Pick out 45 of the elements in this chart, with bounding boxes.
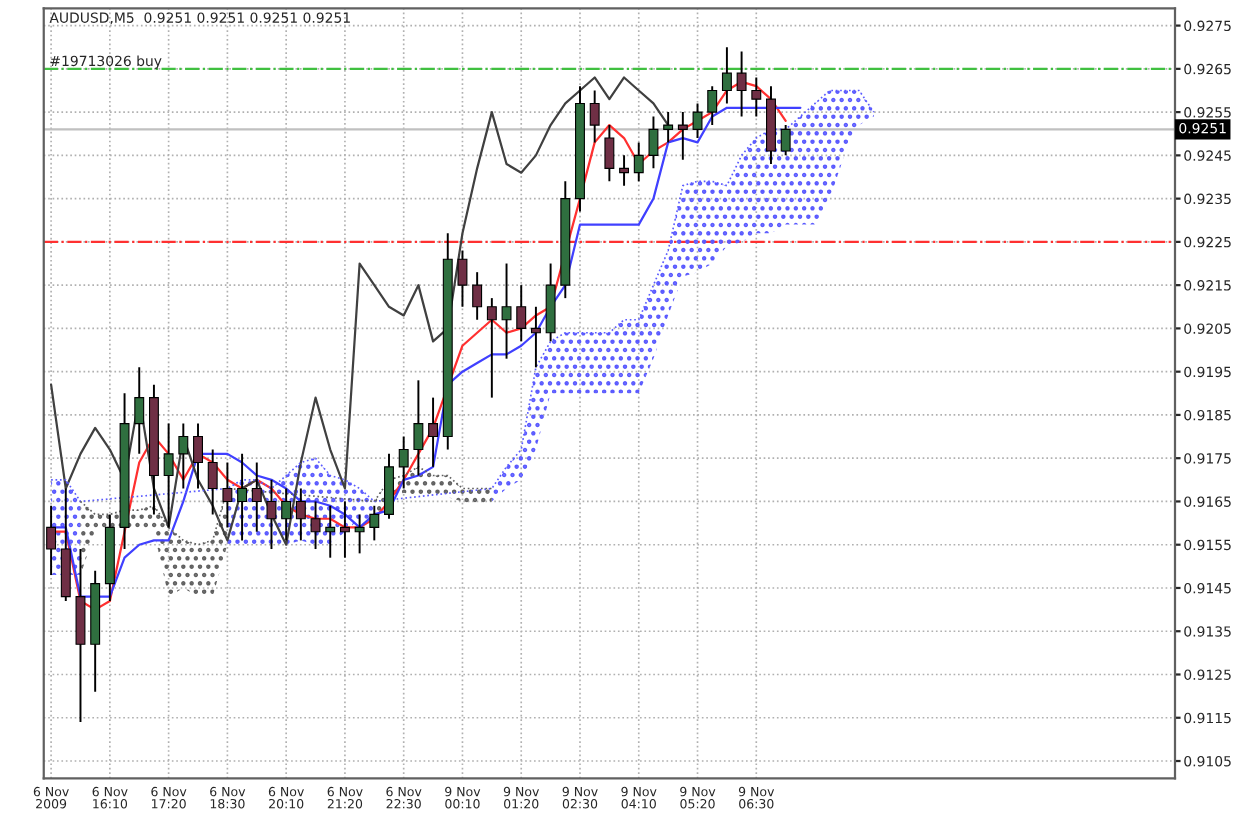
candlestick [648, 115, 659, 170]
candlestick [369, 504, 380, 542]
candlestick [310, 500, 321, 551]
candlestick [428, 396, 439, 468]
candlestick [75, 548, 86, 724]
line-series [79, 466, 493, 546]
candlestick [751, 76, 762, 118]
candlestick [633, 141, 644, 183]
candlestick [207, 448, 218, 516]
candlestick [516, 284, 527, 343]
candlestick [692, 102, 703, 140]
candlestick [398, 435, 409, 490]
candlestick [501, 262, 512, 360]
candlestick [663, 111, 674, 144]
candlestick [780, 124, 791, 157]
candlestick [266, 478, 277, 551]
candlestick [281, 487, 292, 542]
candlestick [530, 305, 541, 369]
candlestick [295, 487, 306, 542]
candlestick [134, 366, 145, 455]
candlestick [589, 89, 600, 144]
candlestick [457, 249, 468, 308]
candlestick [325, 504, 336, 559]
candlestick [163, 422, 174, 529]
candlestick [193, 422, 203, 490]
candlestick [545, 262, 556, 343]
candlestick [721, 46, 732, 105]
candlestick [237, 452, 248, 542]
candlestick [677, 111, 688, 161]
candlestick [178, 422, 189, 490]
candlestick [222, 461, 233, 529]
candlestick [604, 124, 615, 183]
candlestick [619, 154, 630, 187]
candlestick [707, 85, 718, 127]
candlestick [384, 452, 394, 520]
line-series [50, 89, 875, 503]
candlestick [251, 461, 262, 533]
candlestick [486, 297, 497, 399]
candlestick [472, 271, 483, 321]
candlestick [354, 513, 365, 555]
candlestick [736, 50, 747, 118]
candlestick [339, 500, 350, 559]
candlestick [413, 379, 424, 477]
candlestick [60, 487, 71, 602]
candlestick [46, 504, 57, 576]
